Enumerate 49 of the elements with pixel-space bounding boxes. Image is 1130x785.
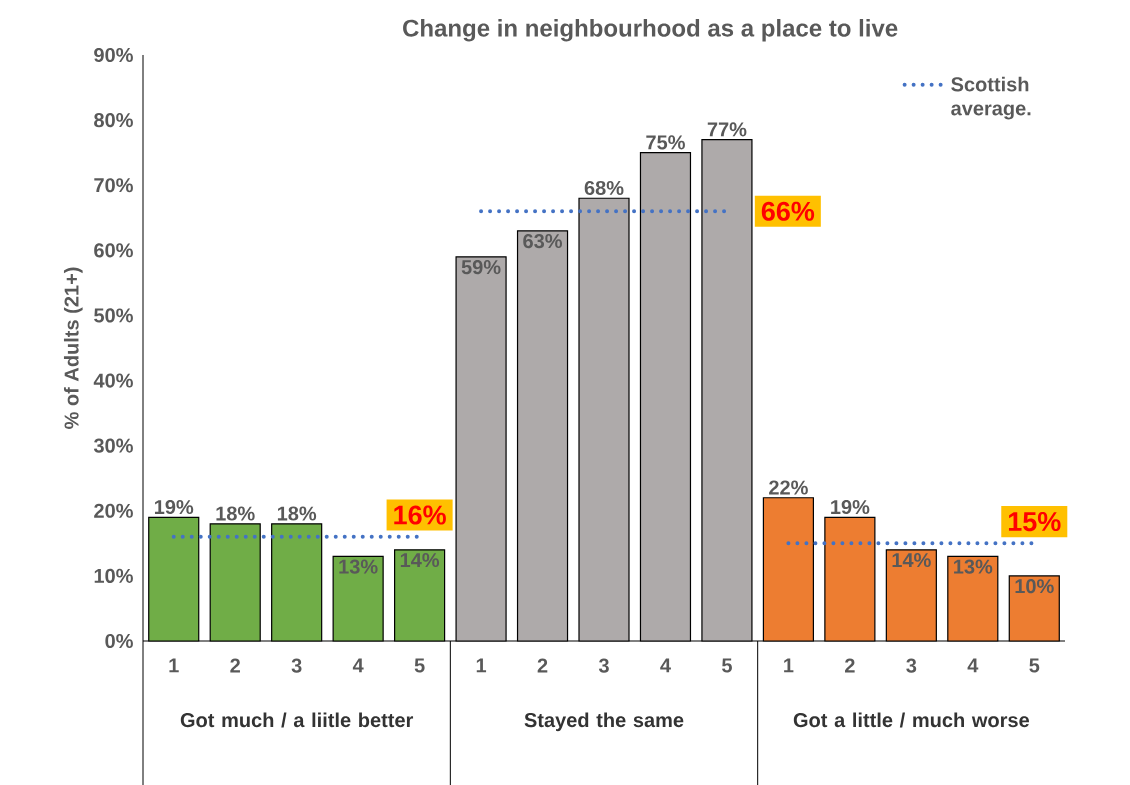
- x-tick-label: 4: [660, 658, 671, 673]
- data-label: 19%: [154, 499, 194, 515]
- x-tick-label: 5: [1029, 658, 1040, 673]
- data-label: 10%: [1015, 579, 1054, 594]
- data-label: 68%: [584, 180, 624, 196]
- data-label: 16%: [394, 505, 446, 525]
- y-axis-title: % of Adults (21+): [63, 267, 83, 429]
- y-tick-label: 30%: [93, 438, 133, 453]
- x-tick-label: 3: [598, 658, 609, 673]
- x-tick-label: 1: [784, 658, 794, 673]
- legend-label: Scottish average.: [951, 76, 1031, 120]
- data-label: 22%: [769, 480, 808, 495]
- data-label: 77%: [707, 122, 747, 137]
- y-tick-label: 40%: [93, 373, 133, 388]
- data-label: 66%: [761, 201, 815, 221]
- data-label: 14%: [892, 553, 931, 568]
- x-tick-label: 1: [476, 658, 487, 673]
- x-tick-label: 2: [537, 658, 548, 673]
- data-label: 75%: [646, 135, 685, 150]
- x-tick-label: 3: [291, 658, 302, 673]
- y-tick-label: 80%: [94, 113, 133, 128]
- data-label: 13%: [954, 559, 993, 574]
- x-tick-label: 1: [169, 658, 179, 673]
- x-tick-label: 2: [845, 658, 855, 673]
- data-label: 59%: [461, 260, 501, 275]
- y-tick-label: 50%: [94, 308, 133, 323]
- y-tick-label: 10%: [94, 568, 133, 583]
- y-tick-label: 0%: [105, 633, 133, 649]
- data-label: 15%: [1008, 512, 1061, 532]
- x-tick-label: 4: [967, 658, 979, 673]
- data-label: 19%: [831, 499, 870, 515]
- x-tick-label: 5: [414, 658, 425, 673]
- y-tick-label: 90%: [94, 47, 133, 63]
- text: Got much / a liitle better: [180, 712, 414, 728]
- text: Stayed the same: [524, 712, 684, 732]
- data-label: 14%: [400, 553, 440, 568]
- text: Got a little / much worse: [793, 712, 1030, 728]
- data-label: 63%: [523, 233, 563, 249]
- y-tick-label: 70%: [94, 178, 133, 193]
- x-tick-label: 3: [906, 658, 917, 673]
- x-tick-label: 4: [352, 658, 364, 673]
- data-label: 18%: [216, 506, 255, 521]
- chart-title: Change in neighbourhood as a place to live: [403, 19, 898, 42]
- x-tick-label: 5: [721, 658, 732, 673]
- y-tick-label: 20%: [94, 503, 133, 518]
- data-label: 13%: [339, 559, 378, 574]
- data-label: 18%: [277, 506, 317, 521]
- x-tick-label: 2: [230, 658, 240, 673]
- y-tick-label: 60%: [94, 243, 133, 258]
